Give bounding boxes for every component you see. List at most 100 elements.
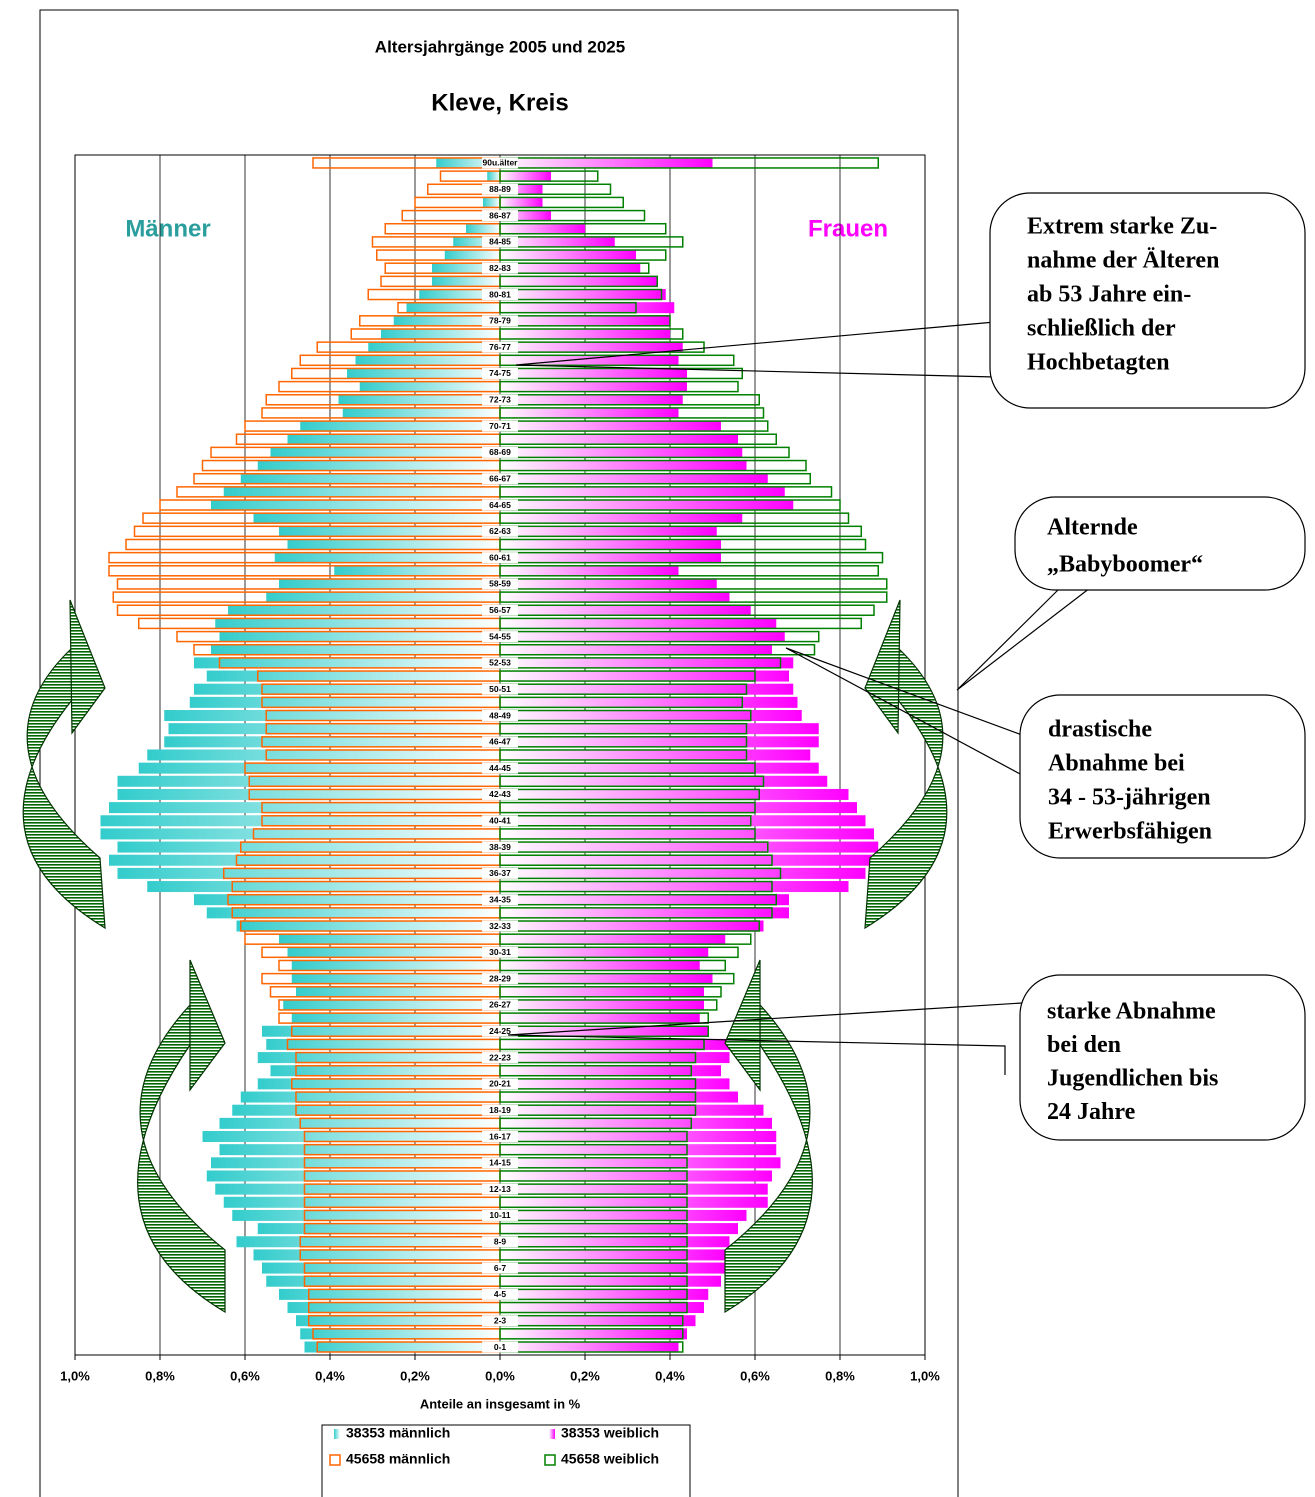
bar — [500, 1288, 709, 1300]
x-tick-label: 0,2% — [400, 1368, 430, 1383]
bar-outline — [499, 722, 748, 735]
bar — [500, 1196, 768, 1208]
bar-outline — [499, 828, 756, 840]
bar — [500, 631, 785, 643]
bar — [500, 617, 777, 629]
bar — [500, 1183, 768, 1195]
bar — [211, 644, 500, 656]
category-label-bg — [482, 894, 518, 906]
category-label-bg — [482, 973, 518, 985]
category-label-bg — [482, 657, 518, 669]
bar — [257, 1223, 500, 1235]
x-tick-label: 0,6% — [230, 1368, 260, 1383]
callout-box — [1014, 496, 1306, 591]
category-label: 50-51 — [489, 684, 511, 694]
bar — [117, 867, 500, 879]
x-tick-label: 0,0% — [485, 1368, 515, 1383]
category-label-bg — [482, 604, 518, 616]
bar — [215, 1183, 500, 1195]
category-label-bg — [482, 236, 518, 248]
chart-subtitle: Kleve, Kreis — [431, 89, 568, 116]
bar — [500, 1209, 747, 1221]
bar — [500, 328, 670, 340]
bar-outline — [499, 1117, 692, 1130]
category-label: 18-19 — [489, 1105, 511, 1115]
bar — [500, 420, 721, 432]
callout-text: ab 53 Jahre ein- — [1027, 282, 1191, 308]
bar-outline — [499, 249, 667, 261]
bar — [500, 946, 709, 958]
bar — [211, 499, 500, 511]
bar — [257, 1078, 500, 1090]
legend-label: 45658 weiblich — [561, 1451, 659, 1467]
bar — [500, 736, 819, 748]
category-label: 90u.älter — [483, 158, 519, 168]
chart-title: Altersjahrgänge 2005 und 2025 — [375, 37, 625, 56]
category-label-bg — [482, 341, 518, 353]
bar — [500, 1091, 738, 1103]
bar — [500, 1170, 772, 1182]
bar — [500, 1157, 781, 1169]
callout-box — [989, 192, 1306, 409]
category-label: 60-61 — [489, 552, 511, 562]
bar — [100, 815, 500, 827]
category-labels: 0-1 2-3 4-5 6-7 8-9 10-11 12-13 14-15 16-17 18-19… — [482, 157, 519, 1353]
bar-outline — [499, 643, 816, 656]
callout-box — [1019, 694, 1306, 859]
x-tick-label: 0,6% — [740, 1368, 770, 1383]
bar — [500, 499, 794, 511]
category-label-bg — [482, 1157, 518, 1169]
bar-outline — [499, 1196, 688, 1209]
category-label-bg — [482, 1025, 518, 1037]
bar — [500, 1078, 730, 1090]
category-label: 88-89 — [489, 184, 511, 194]
bar — [500, 933, 726, 945]
category-label-bg — [482, 999, 518, 1011]
bar — [500, 433, 738, 445]
bar-outline — [499, 670, 756, 682]
bar-outline — [499, 986, 722, 998]
bar — [500, 262, 641, 274]
callouts: Extrem starke Zu-nahme der Älteren ab 53 … — [989, 192, 1306, 1141]
category-label: 42-43 — [489, 789, 511, 799]
bar — [206, 907, 500, 919]
category-label: 80-81 — [489, 289, 511, 299]
bar — [500, 604, 751, 616]
category-label: 64-65 — [489, 500, 511, 510]
legend-label: 38353 weiblich — [561, 1425, 659, 1441]
bar — [500, 1065, 721, 1077]
bar — [500, 565, 679, 577]
bar — [500, 657, 794, 669]
callout-text: Erwerbsfähigen — [1048, 819, 1212, 845]
category-label: 0-1 — [494, 1342, 507, 1352]
bar — [500, 1275, 721, 1287]
category-label: 28-29 — [489, 973, 511, 983]
bar-outline — [499, 696, 743, 709]
bar — [262, 1262, 500, 1274]
bar — [164, 736, 500, 748]
bar — [368, 341, 500, 353]
bar — [109, 802, 500, 814]
bar-outline — [499, 433, 777, 445]
callout-text: Alternde — [1047, 515, 1138, 541]
bar — [500, 670, 789, 682]
arrows — [22, 599, 948, 1314]
bar-outline — [499, 328, 684, 340]
bar — [338, 394, 500, 406]
bar — [500, 1223, 738, 1235]
bar — [500, 1302, 704, 1314]
bar — [406, 302, 500, 314]
callout-text: nahme der Älteren — [1027, 248, 1219, 274]
bar — [436, 157, 500, 169]
category-label-bg — [482, 525, 518, 537]
legend: 38353 männlich 38353 weiblich 45658 männli… — [321, 1424, 691, 1497]
bar — [232, 1104, 500, 1116]
bar — [211, 1157, 500, 1169]
x-tick-label: 0,2% — [570, 1368, 600, 1383]
bar — [500, 802, 857, 814]
bar-outline — [499, 801, 756, 814]
bar — [500, 788, 849, 800]
category-label: 24-25 — [489, 1026, 511, 1036]
legend-swatch — [544, 1454, 556, 1466]
bar — [500, 1249, 726, 1261]
